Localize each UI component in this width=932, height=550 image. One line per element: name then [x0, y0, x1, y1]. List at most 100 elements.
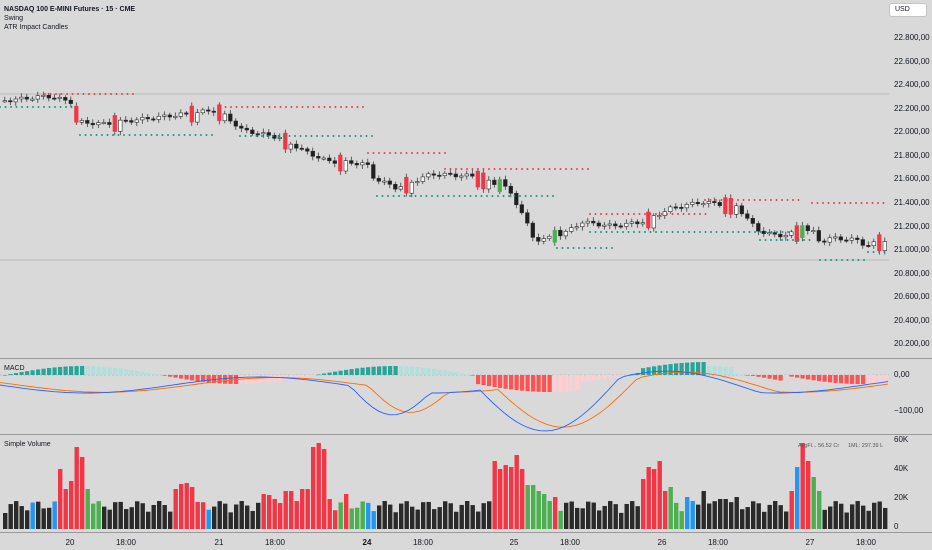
swing-low-dot [857, 259, 860, 261]
candle [585, 220, 590, 224]
swing-low-dot [567, 247, 569, 249]
macd-histogram-bar [806, 375, 811, 380]
time-axis[interactable]: 20 18:00 21 18:00 24 18:00 25 18:00 26 18:00 27 18:… [0, 532, 889, 550]
price-chart[interactable] [0, 0, 889, 358]
swing-low-dot [414, 195, 417, 197]
macd-histogram-bar [487, 375, 492, 387]
price-axis[interactable]: 22.800,00 22.600,00 22.400,00 22.200,00 22.0… [889, 0, 932, 358]
candle [178, 112, 183, 117]
candle [299, 147, 304, 150]
candle [261, 132, 266, 135]
swing-low-dot [354, 135, 357, 137]
indicator-atr-impact[interactable]: ATR Impact Candles [4, 24, 69, 31]
swing-low-dot [748, 231, 751, 233]
macd-histogram-bar [696, 362, 701, 375]
swing-low-dot [770, 239, 772, 241]
volume-bar [762, 511, 767, 529]
swing-low-dot [101, 134, 103, 136]
swing-high-dot [655, 213, 657, 215]
volume-chart[interactable] [0, 435, 889, 531]
swing-low-dot [502, 195, 505, 197]
swing-low-dot [211, 134, 213, 136]
volume-bar [613, 504, 618, 529]
indicator-swing[interactable]: Swing [4, 15, 24, 22]
volume-bar [135, 501, 140, 529]
swing-low-dot [84, 134, 87, 136]
candle [250, 129, 255, 135]
swing-low-dot [371, 135, 373, 137]
candle [123, 119, 128, 122]
swing-low-dot [775, 239, 778, 241]
swing-high-dot [759, 199, 761, 201]
volume-bar [162, 505, 167, 529]
volume-bar [839, 503, 844, 529]
candle [530, 222, 535, 238]
symbol-title[interactable]: NASDAQ 100 E-MINI Futures · 15 · CME [4, 6, 136, 13]
volume-bar [74, 447, 79, 529]
time-axis-tick: 20 [65, 538, 75, 547]
macd-histogram-bar [371, 366, 376, 375]
swing-high-dot [565, 168, 567, 170]
swing-high-dot [731, 199, 734, 201]
macd-histogram-bar [569, 375, 574, 392]
currency-button[interactable]: USD [889, 3, 927, 17]
price-pane[interactable]: NASDAQ 100 E-MINI Futures · 15 · CME Swi… [0, 0, 889, 358]
candle [811, 230, 816, 232]
swing-low-dot [244, 135, 247, 137]
swing-low-dot [546, 195, 549, 197]
price-axis-tick: 20.600,00 [894, 292, 930, 301]
pane-divider-1[interactable] [0, 358, 932, 359]
volume-bar [201, 502, 206, 529]
swing-low-dot [704, 231, 707, 233]
macd-histogram-bar [536, 375, 541, 392]
macd-axis-minus100: −100,00 [894, 406, 924, 415]
volume-bar [756, 503, 761, 529]
time-axis-tick: 25 [509, 538, 519, 547]
macd-label[interactable]: MACD [4, 365, 25, 372]
swing-low-dot [65, 106, 67, 108]
swing-high-dot [537, 168, 540, 170]
volume-bar [432, 509, 437, 529]
swing-low-dot [699, 231, 701, 233]
volume-bar [679, 511, 684, 529]
candle [497, 179, 502, 192]
swing-high-dot [764, 199, 767, 201]
macd-histogram-bar [80, 366, 85, 375]
volume-bar [784, 511, 789, 529]
volume-bar [844, 512, 849, 529]
swing-high-dot [570, 168, 573, 170]
candle [283, 132, 288, 150]
volume-bar [190, 487, 195, 529]
volume-label[interactable]: Simple Volume [4, 441, 51, 448]
volume-bar [289, 491, 294, 529]
volume-bar [426, 501, 431, 529]
swing-low-dot [671, 231, 674, 233]
candle [415, 181, 420, 184]
candle [519, 204, 524, 214]
swing-high-dot [510, 168, 512, 170]
candle [756, 223, 761, 232]
candle [349, 160, 354, 164]
macd-histogram-bar [883, 375, 888, 383]
candle [382, 180, 387, 183]
swing-high-dot [499, 168, 501, 170]
swing-low-dot [611, 247, 613, 249]
volume-bar [723, 499, 728, 529]
volume-bar [591, 502, 596, 529]
pane-divider-2[interactable] [0, 434, 932, 435]
macd-histogram-bar [844, 375, 849, 384]
volume-bar [448, 503, 453, 529]
macd-histogram-bar [481, 375, 486, 386]
volume-bar [85, 489, 90, 529]
swing-high-dot [110, 93, 112, 95]
macd-histogram-bar [597, 375, 602, 380]
macd-chart[interactable] [0, 359, 889, 434]
macd-histogram-bar [833, 375, 838, 383]
swing-high-dot [838, 202, 841, 204]
candle [30, 98, 35, 101]
volume-bar [212, 506, 217, 529]
volume-bar [745, 507, 750, 529]
swing-low-dot [200, 134, 202, 136]
macd-histogram-bar [393, 366, 398, 375]
swing-low-dot [600, 247, 602, 249]
